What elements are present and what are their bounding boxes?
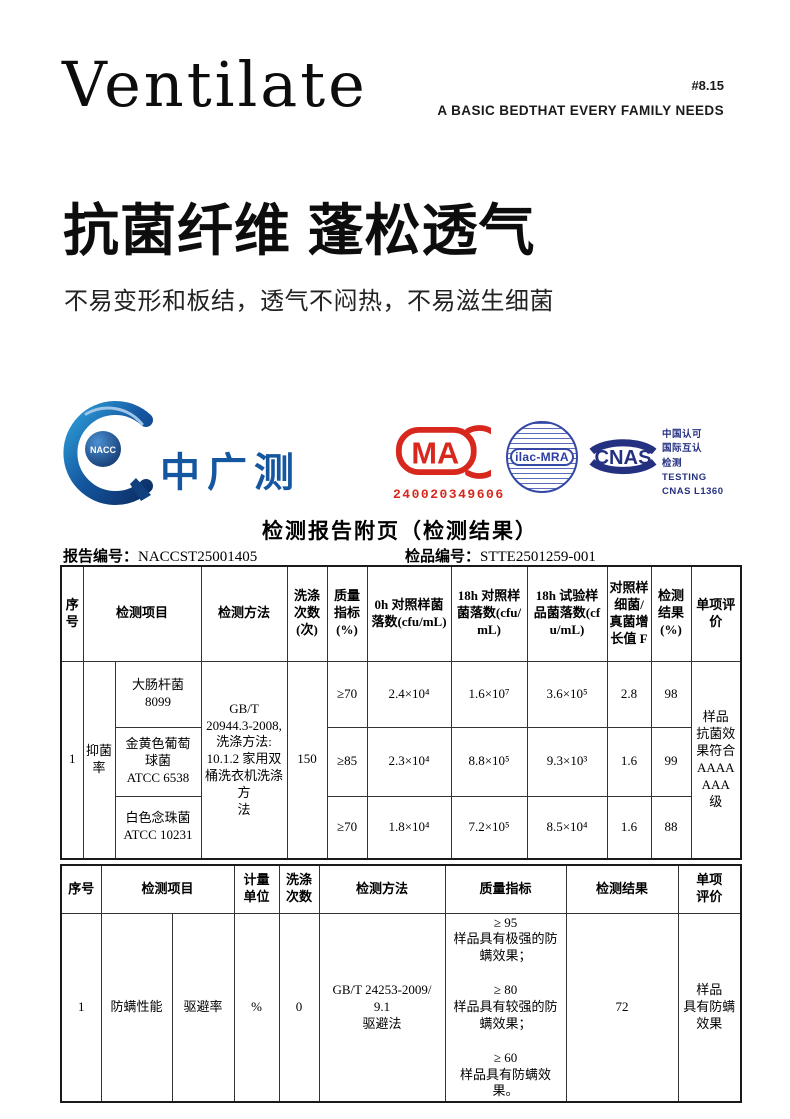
report-title: 检测报告附页（检测结果） — [262, 519, 538, 543]
sample-no-label: 检品编号： — [405, 549, 481, 565]
t1-18ht-0: 3.6×10⁵ — [526, 660, 608, 728]
cnas-logo: CNAS — [584, 424, 662, 493]
t1-h-seq: 序号 — [60, 565, 84, 662]
svg-text:NACC: NACC — [90, 445, 116, 455]
t1-quality-0: ≥70 — [326, 660, 368, 728]
issue-number: #8.15 — [691, 78, 724, 93]
t1-group: 抑菌率 — [82, 660, 116, 860]
t1-h-0h: 0h 对照样菌落数(cfu/mL) — [366, 565, 452, 662]
t1-h-f: 对照样细菌/真菌增长值 F — [606, 565, 652, 662]
t1-header-row: 序号 检测项目 检测方法 洗涤 次数 (次) 质量 指标 (%) 0h 对照样菌… — [60, 565, 742, 662]
t1-result-2: 88 — [650, 795, 692, 860]
t1-h-item: 检测项目 — [82, 565, 202, 662]
t1-f-2: 1.6 — [606, 795, 652, 860]
ilac-mra-stamp: ilac-MRA — [506, 421, 578, 493]
t1-result-1: 99 — [650, 726, 692, 797]
report-no: 报告编号：NACCST25001405 — [63, 549, 257, 565]
nacc-swoosh-icon: NACC — [63, 401, 153, 505]
t1-0h-0: 2.4×10⁴ — [366, 660, 452, 728]
t1-0h-1: 2.3×10⁴ — [366, 726, 452, 797]
report-no-label: 报告编号： — [63, 549, 139, 565]
t2-method: GB/T 24253-2009/ 9.1 驱避法 — [318, 912, 446, 1103]
t2-h-quality: 质量指标 — [444, 864, 567, 914]
table-row: 1 抑菌率 大肠杆菌 8099 GB/T 20944.3-2008, 洗涤方法:… — [60, 660, 742, 860]
cnas-side-text: 中国认可 国际互认 检测 TESTING CNAS L1360 — [662, 429, 724, 497]
cma-logo: MA 240020349606 — [393, 423, 507, 502]
t1-f-1: 1.6 — [606, 726, 652, 797]
antibacterial-results-table: 序号 检测项目 检测方法 洗涤 次数 (次) 质量 指标 (%) 0h 对照样菌… — [60, 565, 743, 860]
t1-quality-1: ≥85 — [326, 726, 368, 797]
t1-18hc-0: 1.6×10⁷ — [450, 660, 528, 728]
nacc-name: 中广测 — [160, 451, 301, 495]
brand-slogan: A BASIC BEDTHAT EVERY FAMILY NEEDS — [437, 103, 724, 118]
cma-mark-icon: MA — [395, 425, 507, 479]
t2-h-seq: 序号 — [60, 864, 102, 914]
antimite-results-table: 序号 检测项目 计量 单位 洗涤 次数 检测方法 质量指标 检测结果 单项 评价… — [60, 864, 743, 1104]
t2-h-result: 检测结果 — [565, 864, 679, 914]
t2-header-row: 序号 检测项目 计量 单位 洗涤 次数 检测方法 质量指标 检测结果 单项 评价 — [60, 864, 742, 914]
t2-quality: ≥ 95 样品具有极强的防 螨效果； ≥ 80 样品具有较强的防 螨效果； ≥ … — [444, 912, 567, 1103]
t1-h-18h-test: 18h 试验样品菌落数(cfu/mL) — [526, 565, 608, 662]
t2-evaluation: 样品 具有防螨 效果 — [677, 912, 742, 1103]
t1-18ht-2: 8.5×10⁴ — [526, 795, 608, 860]
t1-item-staph: 金黄色葡萄 球菌 ATCC 6538 — [114, 726, 202, 797]
t1-method: GB/T 20944.3-2008, 洗涤方法: 10.1.2 家用双 桶洗衣机… — [200, 660, 288, 860]
t2-wash: 0 — [278, 912, 320, 1103]
sample-no-value: STTE2501259-001 — [480, 549, 596, 565]
report-numbers-row: 报告编号：NACCST25001405 检品编号：STTE2501259-001 — [63, 545, 743, 566]
svg-text:MA: MA — [411, 436, 459, 471]
t1-seq: 1 — [60, 660, 84, 860]
t1-18hc-2: 7.2×10⁵ — [450, 795, 528, 860]
t2-sub-item: 驱避率 — [171, 912, 235, 1103]
cnas-mark-icon: CNAS — [589, 439, 657, 475]
nacc-logo: NACC — [50, 398, 162, 515]
t1-0h-2: 1.8×10⁴ — [366, 795, 452, 860]
t1-wash-times: 150 — [286, 660, 328, 860]
t1-h-18h-control: 18h 对照样菌落数(cfu/mL) — [450, 565, 528, 662]
t1-18hc-1: 8.8×10⁵ — [450, 726, 528, 797]
report-no-value: NACCST25001405 — [138, 549, 258, 565]
sample-no: 检品编号：STTE2501259-001 — [405, 545, 596, 566]
svg-text:CNAS: CNAS — [594, 447, 651, 469]
t2-item: 防螨性能 — [100, 912, 173, 1103]
t2-h-item: 检测项目 — [100, 864, 235, 914]
table-row: 金黄色葡萄 球菌 ATCC 6538 ≥85 2.3×10⁴ 8.8×10⁵ 9… — [61, 726, 741, 797]
t1-item-ecoli: 大肠杆菌 8099 — [114, 660, 202, 728]
t1-quality-2: ≥70 — [326, 795, 368, 860]
t1-h-result: 检测 结果 (%) — [650, 565, 692, 662]
brand-wordmark: Ventilate — [62, 48, 368, 121]
t1-h-wash: 洗涤 次数 (次) — [286, 565, 328, 662]
table-row: 1 防螨性能 驱避率 % 0 GB/T 24253-2009/ 9.1 驱避法 … — [60, 912, 742, 1103]
t2-h-wash: 洗涤 次数 — [278, 864, 320, 914]
t1-f-0: 2.8 — [606, 660, 652, 728]
t1-h-quality: 质量 指标 (%) — [326, 565, 368, 662]
ilac-mra-label: ilac-MRA — [510, 448, 574, 466]
t1-18ht-1: 9.3×10³ — [526, 726, 608, 797]
t2-h-method: 检测方法 — [318, 864, 446, 914]
t2-unit: % — [233, 912, 280, 1103]
page-title: 抗菌纤维 蓬松透气 — [63, 199, 536, 262]
t1-evaluation: 样品 抗菌效 果符合 AAAAAAA 级 — [690, 660, 742, 860]
t1-item-candida: 白色念珠菌 ATCC 10231 — [114, 795, 202, 860]
table-row: 白色念珠菌 ATCC 10231 ≥70 1.8×10⁴ 7.2×10⁵ 8.5… — [61, 795, 741, 860]
t1-result-0: 98 — [650, 660, 692, 728]
t1-h-method: 检测方法 — [200, 565, 288, 662]
t2-h-unit: 计量 单位 — [233, 864, 280, 914]
page-subtitle: 不易变形和板结，透气不闷热，不易滋生细菌 — [64, 288, 554, 315]
cma-number: 240020349606 — [393, 487, 505, 502]
t1-h-eval: 单项评价 — [690, 565, 742, 662]
t2-h-eval: 单项 评价 — [677, 864, 742, 914]
t2-seq: 1 — [60, 912, 102, 1103]
t2-result: 72 — [565, 912, 679, 1103]
